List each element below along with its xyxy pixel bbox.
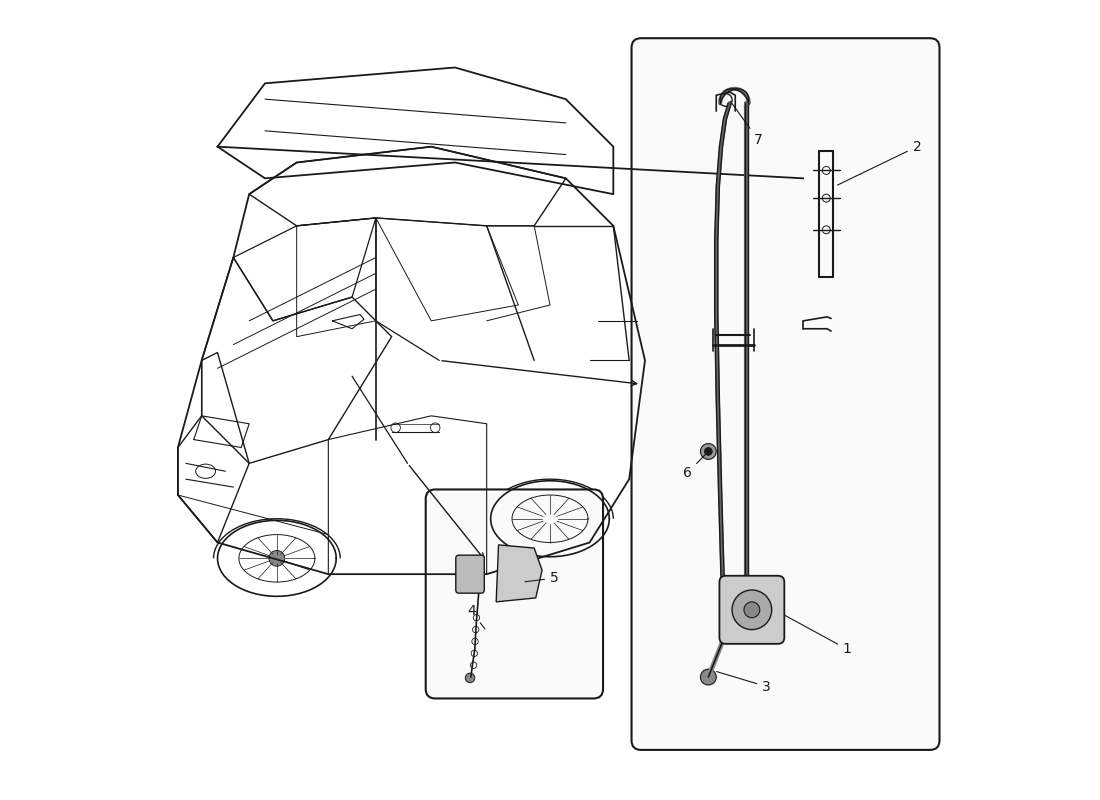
FancyBboxPatch shape — [455, 555, 484, 593]
Circle shape — [744, 602, 760, 618]
Circle shape — [542, 511, 558, 526]
Text: 6: 6 — [683, 454, 706, 480]
Circle shape — [465, 673, 475, 682]
Text: 4: 4 — [466, 604, 485, 629]
Text: 2: 2 — [837, 140, 922, 185]
Text: 7: 7 — [730, 102, 763, 147]
Circle shape — [733, 590, 772, 630]
FancyBboxPatch shape — [719, 576, 784, 644]
Circle shape — [704, 447, 713, 455]
FancyBboxPatch shape — [631, 38, 939, 750]
FancyBboxPatch shape — [426, 490, 603, 698]
Text: 1: 1 — [784, 615, 851, 656]
Circle shape — [701, 443, 716, 459]
Text: 3: 3 — [716, 671, 771, 694]
Text: 5: 5 — [525, 571, 559, 585]
Circle shape — [270, 550, 285, 566]
Circle shape — [701, 669, 716, 685]
Polygon shape — [496, 545, 542, 602]
